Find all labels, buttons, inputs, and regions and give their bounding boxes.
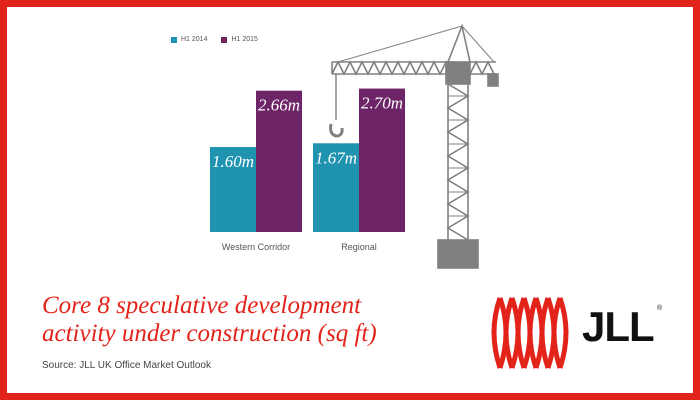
source-note: Source: JLL UK Office Market Outlook xyxy=(42,360,211,371)
bar-h1-2015-0 xyxy=(256,90,302,232)
chart-caption: Core 8 speculative development activity … xyxy=(42,292,462,348)
caption-line-2: activity under construction (sq ft) xyxy=(42,320,377,347)
legend-label: H1 2014 xyxy=(181,36,208,43)
bar-h1-2014-1 xyxy=(313,143,359,232)
chart-legend: H1 2014 H1 2015 xyxy=(171,36,272,43)
bar-h1-2015-1 xyxy=(359,88,405,232)
bar-value-label: 1.60m xyxy=(212,152,254,171)
legend-swatch xyxy=(171,36,177,43)
category-label: Western Corridor xyxy=(222,242,290,252)
bar-value-label: 2.66m xyxy=(258,96,300,115)
bar-value-label: 2.70m xyxy=(361,94,403,113)
legend-item-h1-2014: H1 2014 xyxy=(171,36,207,43)
logo-wordmark: JLL xyxy=(582,303,655,350)
category-label: Regional xyxy=(341,242,377,252)
tower-crane-icon xyxy=(329,23,499,269)
bar-series-group: 1.60m 2.66m 1.67m 2.70m xyxy=(210,88,405,232)
registered-mark: ® xyxy=(657,305,663,312)
legend-item-h1-2015: H1 2015 xyxy=(221,36,258,43)
legend-swatch xyxy=(221,36,228,43)
jll-logo-icon xyxy=(491,297,569,369)
category-labels: Western Corridor Regional xyxy=(222,242,377,252)
legend-label: H1 2015 xyxy=(231,36,258,43)
bar-h1-2014-0 xyxy=(210,147,256,232)
bar-value-label: 1.67m xyxy=(315,148,357,167)
caption-line-1: Core 8 speculative development xyxy=(42,292,362,319)
